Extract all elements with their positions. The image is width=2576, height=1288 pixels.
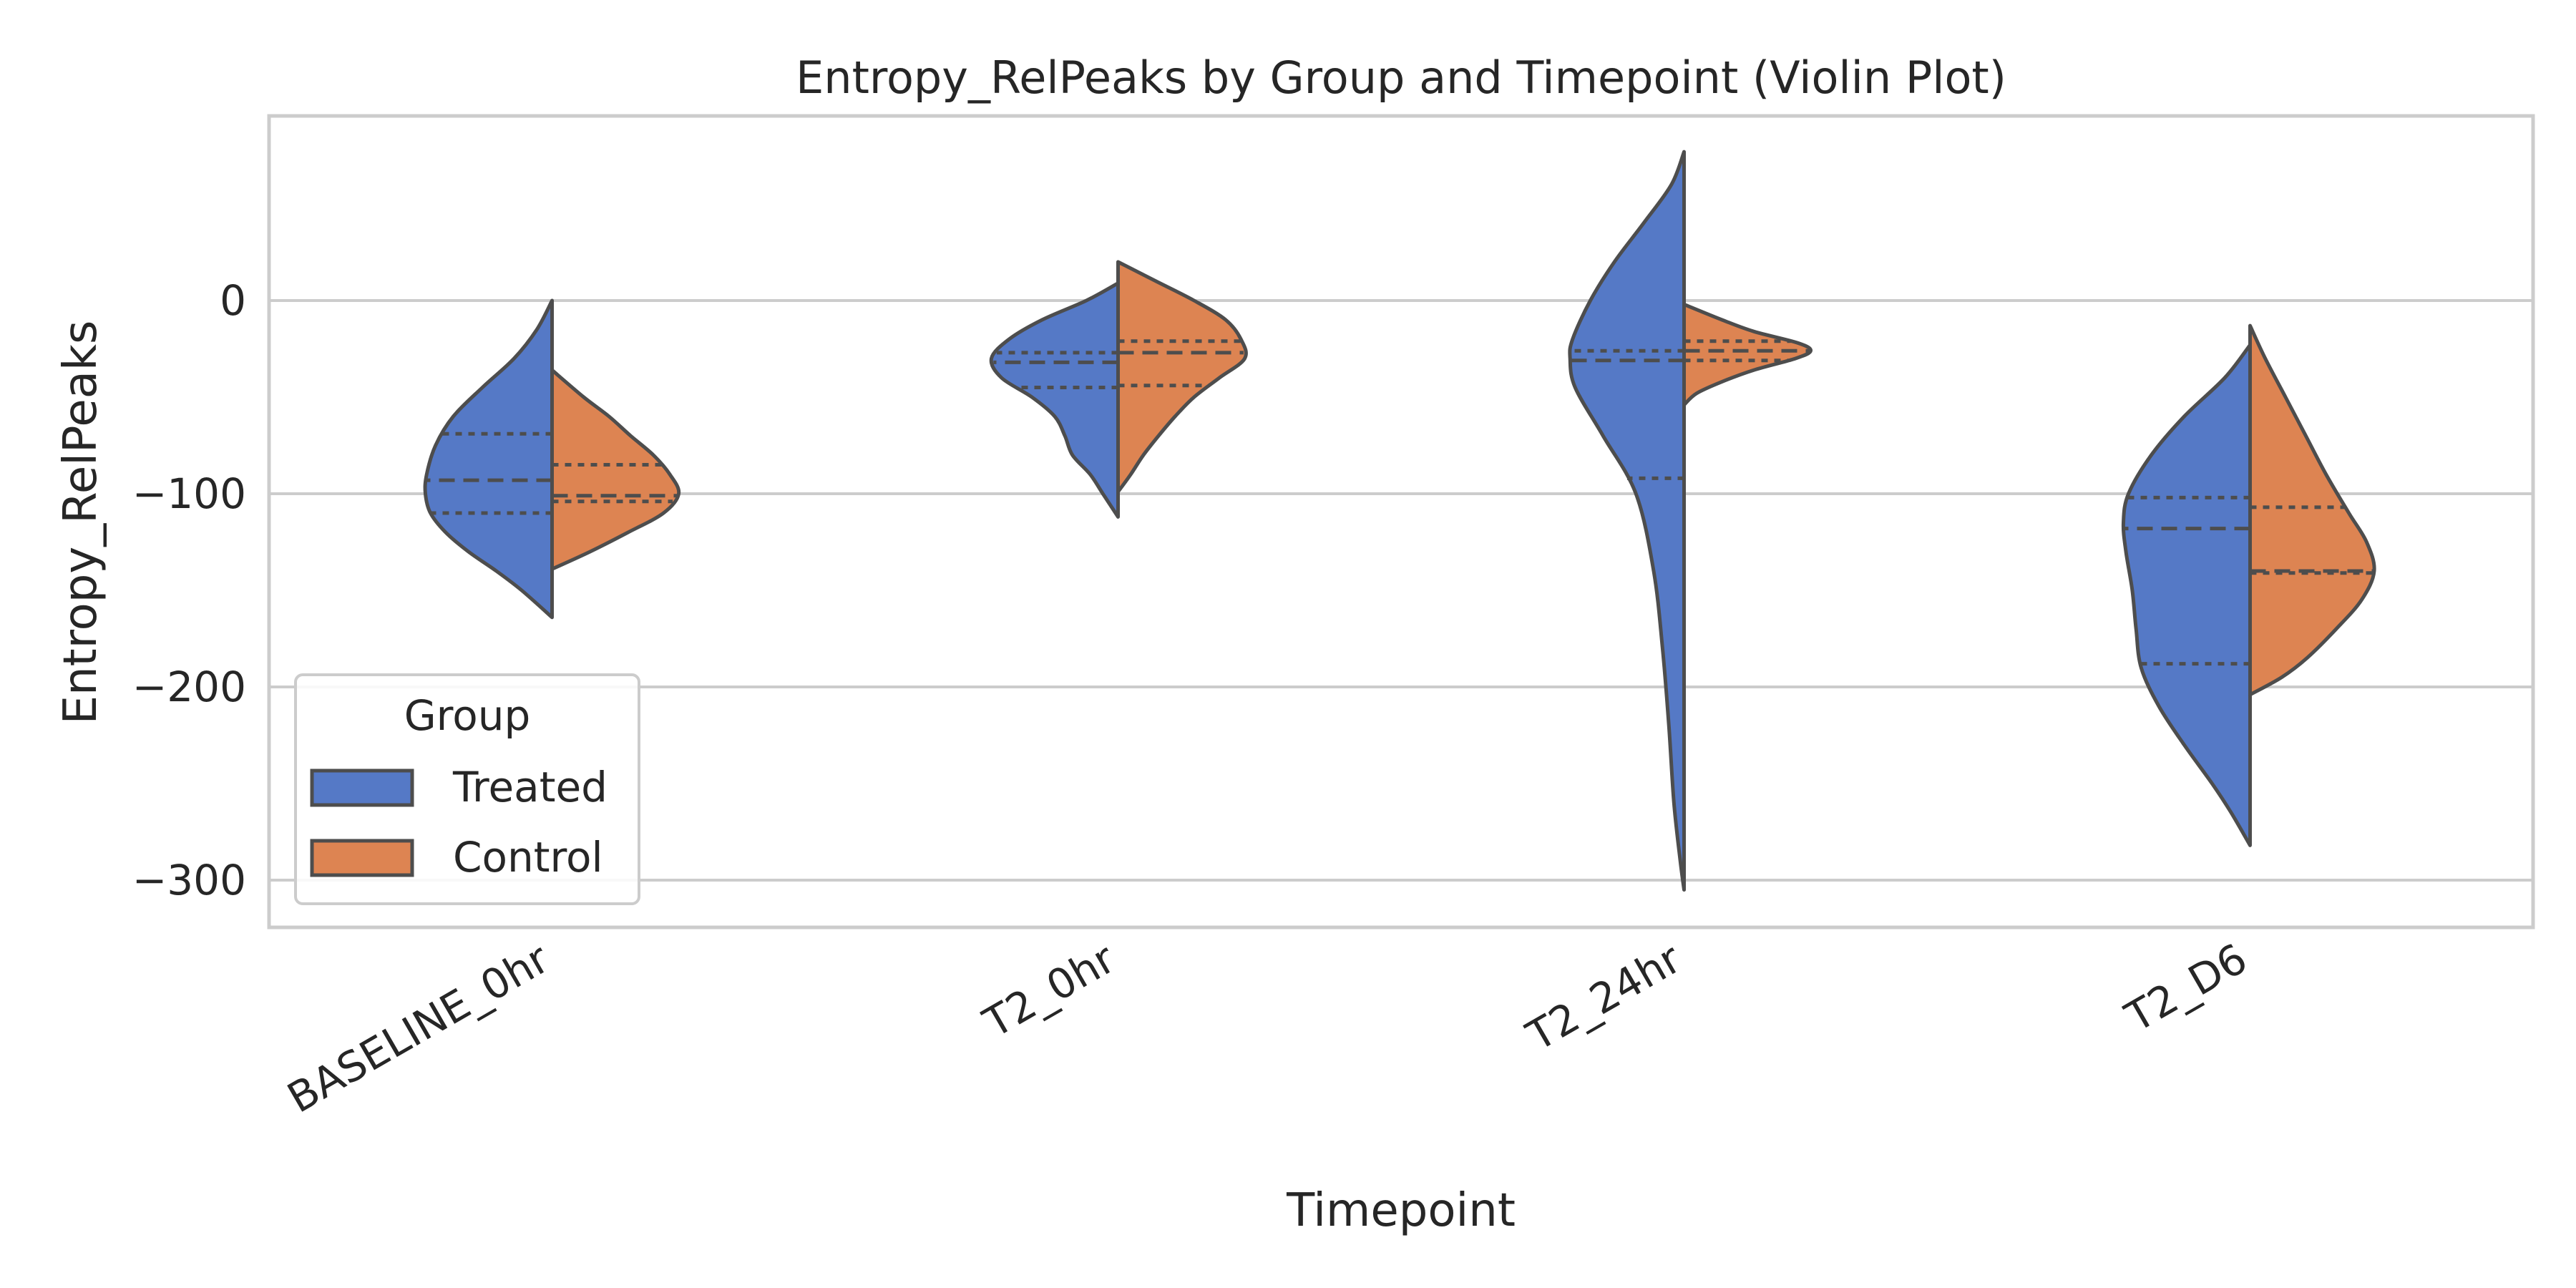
y-tick-label: 0 [220,276,246,325]
y-axis-label: Entropy_RelPeaks [54,321,107,725]
legend-label-treated: Treated [452,763,608,811]
chart-title: Entropy_RelPeaks by Group and Timepoint … [796,52,2006,104]
violin-treated-baseline_0hr [423,298,554,620]
legend-title: Group [404,691,531,740]
y-tick-label: −100 [132,469,246,518]
legend: Group Treated Control [294,673,640,905]
violin-control-t2_d6 [2248,323,2376,697]
y-tick-label: −300 [132,856,246,904]
violin-control-baseline_0hr [550,368,681,571]
legend-swatch-treated [310,769,414,807]
violin-treated-t2_d6 [2121,343,2252,847]
violins [423,150,2376,892]
legend-label-control: Control [453,833,603,882]
legend-swatch-control [310,839,414,877]
y-tick-labels: 0 −100 −200 −300 [132,276,246,904]
violin-control-t2_24hr [1682,302,1813,407]
violin-control-t2_0hr [1116,260,1248,494]
x-axis-label: Timepoint [1286,1184,1516,1237]
violin-treated-t2_0hr [989,281,1120,519]
y-tick-label: −200 [132,663,246,711]
plot-frame [267,114,2535,930]
violin-treated-t2_24hr [1568,150,1686,892]
